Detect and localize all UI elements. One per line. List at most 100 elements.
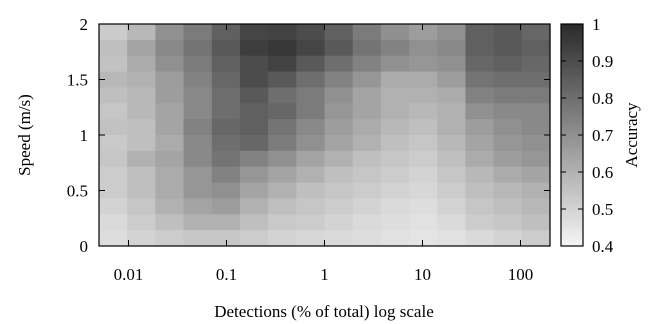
heatmap-cell: [155, 39, 185, 57]
heatmap-cell: [155, 24, 185, 41]
heatmap-cell: [239, 150, 269, 168]
heatmap-cell: [437, 55, 467, 73]
y-axis-label: Speed (m/s): [15, 94, 34, 176]
y-tick-label: 1.5: [67, 71, 88, 90]
heatmap-cell: [493, 71, 523, 89]
colorbar-tick-label: 1: [592, 15, 601, 34]
heatmap-cell: [493, 103, 523, 120]
heatmap-cell: [324, 87, 354, 104]
heatmap-cell: [521, 214, 551, 231]
heatmap-cell: [380, 103, 410, 120]
heatmap-cell: [437, 119, 467, 136]
colorbar-label: Accuracy: [622, 102, 641, 168]
heatmap-cell: [409, 135, 438, 152]
heatmap-cell: [437, 182, 467, 200]
heatmap-cell: [296, 71, 326, 89]
heatmap-cell: [324, 71, 354, 89]
heatmap-cell: [409, 182, 438, 200]
x-tick-label: 10: [414, 265, 431, 284]
heatmap-cell: [155, 198, 185, 215]
heatmap-cell: [268, 87, 297, 104]
heatmap-cell: [521, 135, 551, 152]
heatmap-cell: [99, 214, 128, 231]
heatmap-cell: [99, 39, 128, 57]
heatmap-cell: [239, 103, 269, 120]
x-tick-label: 100: [508, 265, 534, 284]
x-tick-label: 0.01: [114, 265, 144, 284]
heatmap-cell: [183, 214, 213, 231]
heatmap-cell: [211, 119, 241, 136]
heatmap-cell: [239, 182, 269, 200]
heatmap-cell: [465, 24, 495, 41]
heatmap-cell: [521, 230, 551, 247]
y-tick-label: 2: [80, 15, 89, 34]
heatmap-cell: [409, 24, 438, 41]
heatmap-cell: [409, 39, 438, 57]
heatmap-cell: [493, 214, 523, 231]
heatmap-cell: [296, 214, 326, 231]
heatmap-cell: [183, 119, 213, 136]
heatmap-cell: [183, 166, 213, 184]
heatmap-cell: [99, 87, 128, 104]
heatmap-cell: [380, 71, 410, 89]
heatmap-cell: [437, 71, 467, 89]
heatmap-cell: [127, 87, 156, 104]
heatmap-cell: [239, 24, 269, 41]
heatmap-cell: [99, 71, 128, 89]
heatmap-cell: [296, 55, 326, 73]
heatmap-cell: [183, 198, 213, 215]
heatmap-cell: [99, 135, 128, 152]
heatmap-cell: [493, 119, 523, 136]
heatmap-cell: [296, 87, 326, 104]
heatmap-cell: [127, 119, 156, 136]
heatmap-cell: [437, 24, 467, 41]
heatmap-cell: [493, 87, 523, 104]
heatmap-cell: [268, 39, 297, 57]
heatmap-cell: [324, 182, 354, 200]
heatmap-cell: [211, 87, 241, 104]
heatmap-cell: [183, 24, 213, 41]
heatmap-cell: [127, 24, 156, 41]
heatmap-cell: [211, 103, 241, 120]
heatmap-cell: [155, 135, 185, 152]
heatmap-cell: [409, 150, 438, 168]
heatmap-cell: [211, 166, 241, 184]
heatmap-cell: [183, 182, 213, 200]
heatmap-cell: [437, 39, 467, 57]
heatmap-cell: [268, 135, 297, 152]
heatmap-cells: [99, 24, 551, 247]
x-tick-label: 1: [320, 265, 329, 284]
heatmap-cell: [380, 150, 410, 168]
colorbar-tick-label: 0.4: [592, 237, 614, 256]
heatmap-cell: [239, 135, 269, 152]
heatmap-cell: [183, 150, 213, 168]
heatmap-cell: [155, 182, 185, 200]
heatmap-cell: [296, 135, 326, 152]
heatmap-cell: [380, 87, 410, 104]
heatmap-cell: [155, 230, 185, 247]
heatmap-cell: [521, 150, 551, 168]
heatmap-cell: [437, 230, 467, 247]
heatmap-cell: [409, 103, 438, 120]
heatmap-cell: [268, 71, 297, 89]
heatmap-cell: [324, 166, 354, 184]
heatmap-cell: [324, 214, 354, 231]
heatmap-cell: [155, 103, 185, 120]
heatmap-cell: [211, 150, 241, 168]
heatmap-cell: [155, 55, 185, 73]
colorbar-tick-label: 0.6: [592, 163, 613, 182]
heatmap-cell: [127, 55, 156, 73]
heatmap-cell: [493, 182, 523, 200]
heatmap-cell: [465, 182, 495, 200]
heatmap-cell: [127, 230, 156, 247]
heatmap-cell: [352, 166, 382, 184]
heatmap-cell: [296, 39, 326, 57]
heatmap-cell: [521, 103, 551, 120]
heatmap-cell: [155, 119, 185, 136]
heatmap-cell: [296, 103, 326, 120]
heatmap-cell: [99, 166, 128, 184]
x-tick-label: 0.1: [216, 265, 237, 284]
heatmap-cell: [437, 135, 467, 152]
colorbar-tick-label: 0.8: [592, 89, 613, 108]
